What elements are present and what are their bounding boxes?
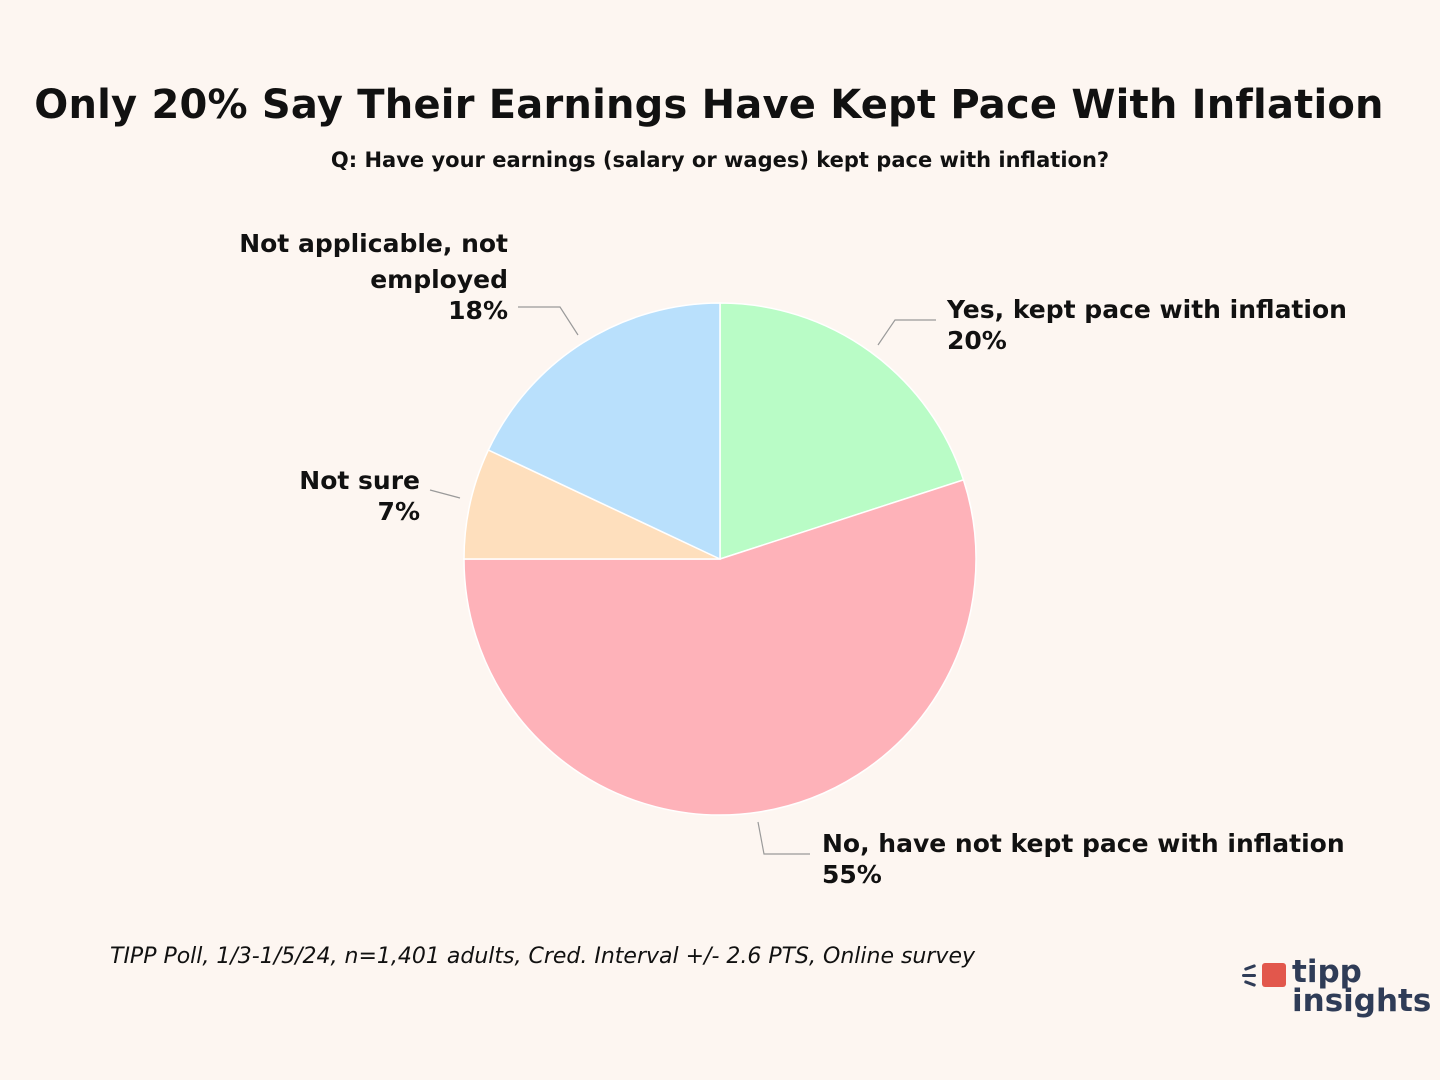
tipp-insights-logo: tipp insights	[1240, 954, 1432, 1030]
logo-ray-icon	[1243, 964, 1257, 971]
leader-line	[757, 821, 810, 855]
logo-ray-icon	[1243, 980, 1257, 987]
chart-subtitle: Q: Have your earnings (salary or wages) …	[330, 148, 1110, 172]
slice-label: employed	[370, 265, 508, 294]
slice-label: Not applicable, not	[239, 229, 508, 258]
pie-slice	[719, 302, 965, 561]
logo-ray-icon	[1242, 974, 1256, 977]
slice-label: Yes, kept pace with inflation	[946, 295, 1347, 324]
logo-mark-icon	[1262, 963, 1286, 987]
leader-line	[518, 306, 579, 336]
slice-value-label: 7%	[378, 497, 420, 526]
slice-value-label: 55%	[822, 860, 882, 889]
slice-value-label: 18%	[448, 296, 508, 325]
leader-line	[429, 489, 461, 499]
logo-word-insights: insights	[1292, 983, 1432, 1019]
pie-slice	[463, 449, 721, 560]
source-note: TIPP Poll, 1/3-1/5/24, n=1,401 adults, C…	[110, 944, 975, 969]
slice-label: Not sure	[299, 466, 420, 495]
pie-slice	[463, 478, 977, 816]
pie-slice	[487, 302, 721, 561]
logo-word-tipp: tipp	[1292, 954, 1362, 990]
slice-value-label: 20%	[947, 326, 1007, 355]
slice-label: No, have not kept pace with inflation	[822, 829, 1345, 858]
leader-line	[877, 319, 936, 346]
chart-title: Only 20% Say Their Earnings Have Kept Pa…	[34, 82, 1384, 128]
